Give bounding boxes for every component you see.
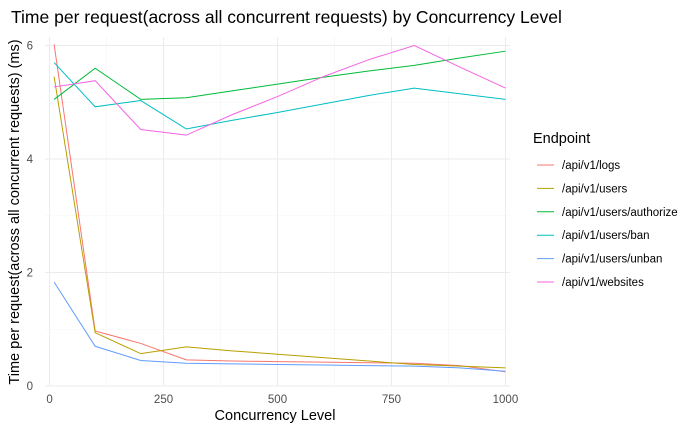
legend-label: /api/v1/logs	[562, 160, 620, 172]
series-lines	[53, 44, 506, 373]
legend: Endpoint /api/v1/logs/api/v1/users/api/v…	[533, 131, 678, 289]
x-axis-ticks: 0 250 500 750 1000	[46, 394, 518, 406]
series-line	[53, 50, 506, 100]
legend-label: /api/v1/users/authorize	[562, 207, 678, 219]
x-tick-label: 500	[268, 394, 287, 406]
legend-label: /api/v1/users	[562, 183, 627, 195]
legend-label: /api/v1/websites	[562, 277, 644, 289]
legend-title: Endpoint	[533, 131, 590, 147]
y-axis-ticks: 0 2 4 6	[27, 41, 34, 393]
x-tick-label: 0	[46, 394, 52, 406]
legend-label: /api/v1/users/ban	[562, 230, 650, 242]
series-line	[54, 44, 506, 136]
series-line	[53, 62, 506, 130]
y-tick-label: 4	[27, 154, 34, 166]
y-tick-label: 2	[27, 268, 33, 280]
x-tick-label: 250	[154, 394, 173, 406]
series-line	[53, 76, 506, 369]
x-tick-label: 750	[382, 394, 401, 406]
x-axis-title: Concurrency Level	[215, 408, 336, 424]
series-line	[53, 281, 506, 372]
y-tick-label: 0	[27, 381, 33, 393]
x-tick-label: 1000	[493, 394, 519, 406]
series-line	[53, 44, 506, 373]
grid	[45, 37, 510, 387]
legend-label: /api/v1/users/unban	[562, 254, 662, 266]
y-axis-title: Time per request(across all concurrent r…	[7, 39, 23, 384]
chart-title: Time per request(across all concurrent r…	[11, 7, 562, 27]
y-tick-label: 6	[27, 41, 33, 53]
